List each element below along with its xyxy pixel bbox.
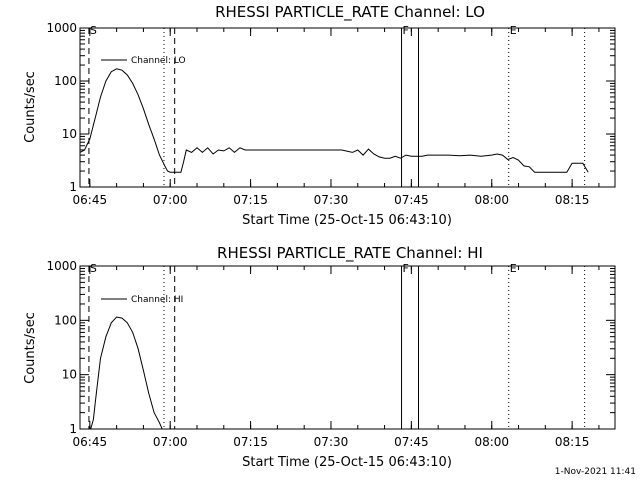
y-tick-label: 10 (62, 127, 77, 141)
x-tick-label: 07:15 (233, 435, 268, 449)
event-marker-label: F (403, 24, 409, 37)
x-tick-label: 08:15 (555, 193, 590, 207)
legend-label: Channel: HI (131, 295, 183, 305)
x-tick-label: 07:15 (233, 193, 268, 207)
series-line-lo (79, 68, 589, 173)
y-tick-label: 1 (69, 180, 77, 194)
x-tick-label: 07:30 (314, 435, 349, 449)
x-axis-label: Start Time (25-Oct-15 06:43:10) (242, 455, 452, 470)
x-tick-label: 07:00 (153, 435, 188, 449)
lo-channel-panel: RHESSI PARTICLE_RATE Channel: LO 1101001… (23, 3, 616, 228)
footer-timestamp: 1-Nov-2021 11:41 (555, 467, 636, 477)
y-tick-label: 1000 (46, 21, 77, 35)
hi-channel-panel: RHESSI PARTICLE_RATE Channel: HI 1101001… (23, 244, 616, 470)
x-tick-label: 07:45 (394, 193, 429, 207)
x-tick-label: 07:00 (153, 193, 188, 207)
y-tick-label: 1000 (46, 259, 77, 273)
legend-label: Channel: LO (131, 56, 186, 66)
y-tick-label: 100 (54, 313, 77, 327)
y-tick-label: 10 (62, 368, 77, 382)
x-tick-label: 07:30 (314, 193, 349, 207)
y-axis-label: Counts/sec (23, 71, 38, 143)
x-tick-label: 08:00 (474, 435, 509, 449)
y-axis: 1 10 100 1000 (46, 21, 615, 194)
x-axis: 06:45 07:00 07:15 07:30 07:45 08:00 08:15 (73, 28, 600, 207)
y-tick-label: 100 (54, 74, 77, 88)
event-marker-label: E (510, 24, 517, 37)
x-axis: 06:45 07:00 07:15 07:30 07:45 08:00 08:15 (73, 266, 600, 449)
x-tick-label: 07:45 (394, 435, 429, 449)
event-marker-label: S (90, 262, 97, 275)
legend: Channel: LO (101, 56, 186, 66)
plot-frame (79, 265, 616, 430)
chart-title: RHESSI PARTICLE_RATE Channel: LO (215, 3, 485, 22)
event-marker-label: S (90, 24, 97, 37)
event-marker-label: F (403, 262, 409, 275)
y-axis: 1 10 100 1000 (46, 259, 615, 436)
x-axis-label: Start Time (25-Oct-15 06:43:10) (242, 213, 452, 228)
series-line-hi (90, 316, 163, 430)
y-tick-label: 1 (69, 422, 77, 436)
x-tick-label: 06:45 (73, 435, 108, 449)
chart-title: RHESSI PARTICLE_RATE Channel: HI (217, 244, 483, 263)
plot-frame (79, 27, 616, 188)
event-marker-label: E (510, 262, 517, 275)
x-tick-label: 08:00 (474, 193, 509, 207)
y-axis-label: Counts/sec (23, 312, 38, 384)
x-tick-label: 06:45 (73, 193, 108, 207)
x-tick-label: 08:15 (555, 435, 590, 449)
legend: Channel: HI (101, 295, 183, 305)
